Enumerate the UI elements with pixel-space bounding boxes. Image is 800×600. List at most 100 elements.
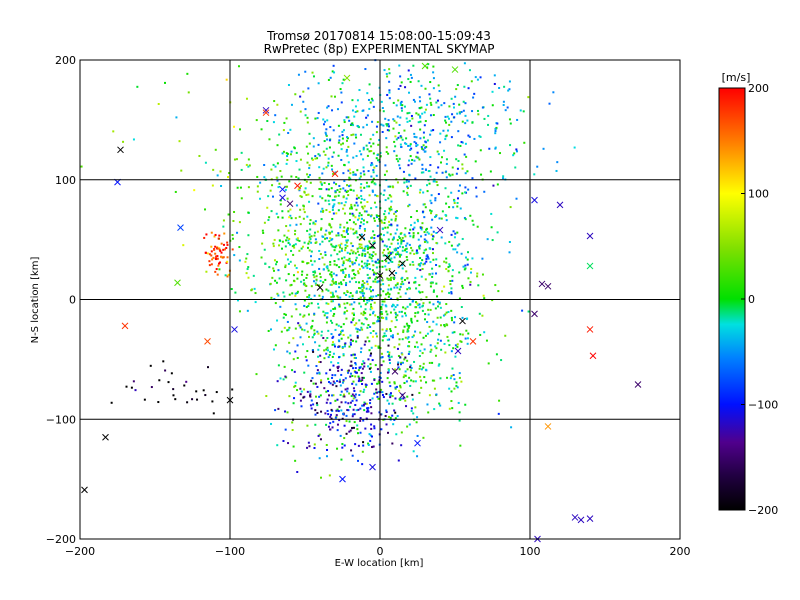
scatter-point bbox=[266, 206, 269, 209]
scatter-point bbox=[320, 228, 323, 231]
scatter-point bbox=[419, 264, 422, 267]
scatter-point bbox=[210, 231, 213, 234]
scatter-point bbox=[319, 243, 322, 246]
scatter-point bbox=[431, 275, 434, 278]
scatter-point bbox=[466, 342, 469, 345]
scatter-point bbox=[450, 290, 453, 293]
scatter-point bbox=[370, 175, 373, 178]
x-marker bbox=[459, 317, 466, 325]
scatter-point bbox=[352, 232, 355, 235]
scatter-point bbox=[423, 240, 426, 243]
scatter-point bbox=[287, 131, 290, 134]
scatter-point bbox=[396, 115, 399, 118]
scatter-point bbox=[355, 232, 358, 235]
scatter-point bbox=[308, 236, 311, 239]
scatter-point bbox=[291, 421, 294, 424]
scatter-point bbox=[435, 264, 438, 267]
scatter-point bbox=[186, 72, 189, 75]
colorbar-tick-label: 200 bbox=[748, 82, 769, 95]
scatter-point bbox=[341, 381, 344, 384]
scatter-point bbox=[459, 333, 462, 336]
scatter-point bbox=[362, 166, 365, 169]
scatter-point bbox=[268, 138, 271, 141]
scatter-point bbox=[310, 407, 313, 410]
scatter-point bbox=[292, 244, 295, 247]
scatter-point bbox=[375, 131, 378, 134]
scatter-point bbox=[393, 382, 396, 385]
scatter-point bbox=[294, 294, 297, 297]
scatter-point bbox=[416, 311, 419, 314]
scatter-point bbox=[304, 284, 307, 287]
scatter-point bbox=[185, 380, 188, 383]
scatter-point bbox=[342, 260, 345, 263]
scatter-point bbox=[462, 100, 465, 103]
grid-lines bbox=[80, 60, 680, 539]
scatter-point bbox=[336, 398, 339, 401]
scatter-point bbox=[370, 145, 373, 148]
scatter-point bbox=[426, 254, 429, 257]
scatter-point bbox=[472, 96, 475, 99]
scatter-point bbox=[361, 383, 364, 386]
scatter-point bbox=[399, 245, 402, 248]
scatter-point bbox=[471, 121, 474, 124]
scatter-point bbox=[367, 365, 370, 368]
scatter-point bbox=[439, 306, 442, 309]
scatter-point bbox=[416, 267, 419, 270]
scatter-point bbox=[395, 385, 398, 388]
scatter-point bbox=[410, 317, 413, 320]
scatter-point bbox=[445, 158, 448, 161]
scatter-point bbox=[382, 193, 385, 196]
scatter-point bbox=[368, 256, 371, 259]
scatter-point bbox=[409, 364, 412, 367]
scatter-point bbox=[318, 257, 321, 260]
scatter-point bbox=[235, 158, 238, 161]
scatter-point bbox=[325, 423, 328, 426]
scatter-point bbox=[362, 109, 365, 112]
scatter-point bbox=[388, 91, 391, 94]
scatter-point bbox=[349, 292, 352, 295]
scatter-point bbox=[307, 262, 310, 265]
scatter-point bbox=[356, 334, 359, 337]
scatter-point bbox=[362, 419, 365, 422]
scatter-point bbox=[355, 327, 358, 330]
scatter-point bbox=[358, 263, 361, 266]
scatter-point bbox=[360, 246, 363, 249]
scatter-point bbox=[385, 409, 388, 412]
scatter-point bbox=[308, 249, 311, 252]
scatter-point bbox=[274, 279, 277, 282]
scatter-point bbox=[421, 112, 424, 115]
scatter-point bbox=[122, 140, 125, 143]
scatter-point bbox=[466, 251, 469, 254]
scatter-point bbox=[276, 144, 279, 147]
scatter-point bbox=[267, 218, 270, 221]
scatter-point bbox=[412, 234, 415, 237]
scatter-point bbox=[388, 351, 391, 354]
scatter-point bbox=[332, 335, 335, 338]
scatter-point bbox=[448, 123, 451, 126]
scatter-point bbox=[355, 256, 358, 259]
scatter-point bbox=[331, 374, 334, 377]
scatter-point bbox=[381, 300, 384, 303]
y-tick-label: −100 bbox=[46, 413, 76, 426]
scatter-point bbox=[385, 318, 388, 321]
scatter-point bbox=[362, 441, 365, 444]
scatter-point bbox=[386, 231, 389, 234]
scatter-point bbox=[356, 124, 359, 127]
scatter-point bbox=[263, 248, 266, 251]
scatter-point bbox=[452, 248, 455, 251]
scatter-point bbox=[369, 138, 372, 141]
scatter-point bbox=[381, 265, 384, 268]
scatter-point bbox=[275, 212, 278, 215]
scatter-point bbox=[426, 403, 429, 406]
scatter-point bbox=[203, 236, 206, 239]
scatter-point bbox=[271, 195, 274, 198]
scatter-point bbox=[457, 144, 460, 147]
scatter-point bbox=[253, 287, 256, 290]
scatter-point bbox=[319, 279, 322, 282]
scatter-point bbox=[509, 144, 512, 147]
scatter-point bbox=[426, 184, 429, 187]
scatter-point bbox=[373, 378, 376, 381]
scatter-point bbox=[330, 95, 333, 98]
scatter-point bbox=[408, 345, 411, 348]
scatter-point bbox=[385, 410, 388, 413]
